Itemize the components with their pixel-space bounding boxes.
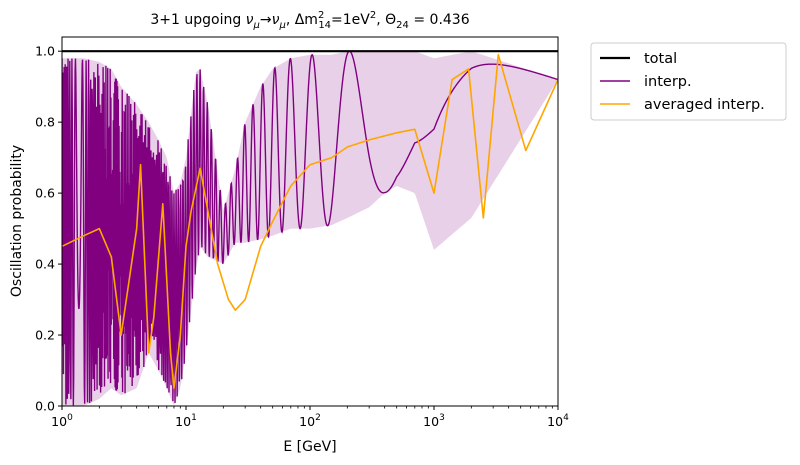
legend-label: interp.	[644, 74, 692, 90]
legend-label: total	[644, 51, 677, 67]
y-tick-label: 0.6	[35, 186, 55, 201]
x-axis-label: E [GeV]	[283, 439, 336, 455]
series-averaged-interp	[62, 53, 558, 390]
y-tick-label: 0.4	[35, 257, 55, 272]
y-tick-label: 0.0	[35, 399, 55, 414]
y-tick-label: 1.0	[35, 44, 55, 59]
x-tick-label: 102	[299, 413, 321, 429]
y-tick-label: 0.2	[35, 328, 55, 343]
series-interp	[62, 50, 558, 406]
legend-label: averaged interp.	[644, 97, 765, 113]
y-axis-ticks: 0.0 0.2 0.4 0.6 0.8 1.0	[35, 44, 62, 414]
legend: total interp. averaged interp.	[590, 42, 787, 121]
x-tick-label: 103	[423, 413, 445, 429]
series-layer	[62, 50, 558, 406]
x-tick-label: 101	[175, 413, 197, 429]
chart-title: 3+1 upgoing νμ→νμ, Δm2 14=1eV2, Θ24 = 0.4…	[150, 10, 469, 31]
x-tick-label: 104	[547, 413, 569, 429]
legend-entry: averaged interp.	[600, 97, 765, 113]
y-axis-label: Oscillation probability	[9, 145, 25, 297]
legend-entry: interp.	[600, 74, 692, 90]
averaged-interp-line	[62, 53, 558, 390]
x-tick-label: 100	[51, 413, 73, 429]
legend-entry: total	[600, 51, 677, 67]
x-axis-ticks: 100 101 102 103 104	[51, 406, 569, 429]
interp-line	[62, 50, 558, 406]
legend-box	[590, 42, 787, 121]
y-tick-label: 0.8	[35, 115, 55, 130]
